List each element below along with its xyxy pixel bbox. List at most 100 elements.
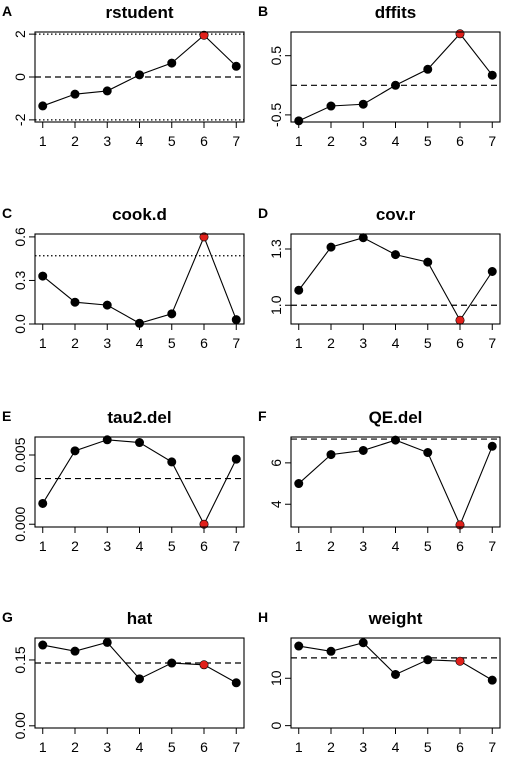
x-tick-label-c-4: 4	[136, 335, 144, 351]
x-tick-label-h-1: 1	[295, 739, 303, 755]
data-point-d-7	[487, 266, 497, 276]
x-tick-label-g-3: 3	[103, 739, 111, 755]
x-tick-label-a-1: 1	[39, 133, 47, 149]
y-tick-label-b-0: -0.5	[268, 103, 284, 127]
x-tick-label-h-6: 6	[456, 739, 464, 755]
data-point-h-5	[423, 655, 433, 665]
panel-title-a: rstudent	[106, 3, 174, 22]
data-point-e-2	[70, 446, 80, 456]
x-tick-label-d-2: 2	[327, 335, 335, 351]
data-point-a-5	[167, 58, 177, 68]
x-tick-label-f-6: 6	[456, 538, 464, 554]
x-tick-label-d-6: 6	[456, 335, 464, 351]
data-point-g-1	[38, 640, 48, 650]
x-tick-label-h-4: 4	[392, 739, 400, 755]
y-tick-label-e-1: 0.005	[12, 437, 28, 472]
x-tick-label-b-2: 2	[327, 133, 335, 149]
data-point-g-3	[102, 637, 112, 647]
x-tick-label-e-6: 6	[200, 538, 208, 554]
x-tick-label-b-1: 1	[295, 133, 303, 149]
data-point-f-5	[423, 448, 433, 458]
highlight-point-c-6	[199, 232, 209, 242]
x-tick-label-f-1: 1	[295, 538, 303, 554]
x-tick-label-e-1: 1	[39, 538, 47, 554]
y-tick-label-c-0: 0.0	[12, 314, 28, 334]
y-tick-label-f-1: 6	[268, 459, 284, 467]
x-tick-label-b-6: 6	[456, 133, 464, 149]
data-point-e-3	[102, 435, 112, 445]
x-tick-label-c-2: 2	[71, 335, 79, 351]
y-tick-label-e-0: 0.000	[12, 507, 28, 542]
data-point-g-4	[135, 674, 145, 684]
y-tick-label-b-1: 0.5	[268, 46, 284, 66]
data-point-f-7	[487, 441, 497, 451]
x-tick-label-a-7: 7	[232, 133, 240, 149]
x-tick-label-a-4: 4	[136, 133, 144, 149]
data-point-f-3	[358, 445, 368, 455]
data-point-f-2	[326, 450, 336, 460]
y-tick-label-c-1: 0.3	[12, 271, 28, 291]
x-tick-label-g-1: 1	[39, 739, 47, 755]
panel-letter-a: A	[2, 3, 12, 19]
data-point-e-1	[38, 498, 48, 508]
panel-title-d: cov.r	[376, 205, 416, 224]
x-tick-label-c-6: 6	[200, 335, 208, 351]
panel-title-g: hat	[127, 609, 153, 628]
highlight-point-d-6	[455, 315, 465, 325]
panel-f: F QE.del 1 2 3 4 5 6 7 4 6	[258, 408, 501, 554]
data-point-c-3	[102, 300, 112, 310]
data-point-g-7	[231, 678, 241, 688]
x-tick-label-c-5: 5	[168, 335, 176, 351]
y-tick-label-a-2: 2	[12, 30, 28, 38]
x-tick-label-d-1: 1	[295, 335, 303, 351]
panel-letter-b: B	[258, 3, 268, 19]
panel-title-b: dffits	[375, 3, 417, 22]
data-point-a-3	[102, 86, 112, 96]
x-tick-label-e-4: 4	[136, 538, 144, 554]
data-point-c-7	[231, 315, 241, 325]
x-tick-label-d-3: 3	[359, 335, 367, 351]
panel-letter-c: C	[2, 205, 12, 221]
x-tick-label-a-5: 5	[168, 133, 176, 149]
data-point-b-2	[326, 101, 336, 111]
panel-letter-d: D	[258, 205, 268, 221]
data-point-h-3	[358, 638, 368, 648]
panel-letter-e: E	[2, 408, 11, 424]
data-point-h-1	[294, 641, 304, 651]
x-tick-label-g-5: 5	[168, 739, 176, 755]
x-tick-label-e-3: 3	[103, 538, 111, 554]
data-point-f-4	[390, 435, 400, 445]
data-point-f-1	[294, 479, 304, 489]
panel-letter-f: F	[258, 408, 267, 424]
panel-letter-g: G	[2, 609, 13, 625]
x-tick-label-h-5: 5	[424, 739, 432, 755]
data-point-b-7	[487, 70, 497, 80]
data-point-h-4	[390, 669, 400, 679]
x-tick-label-e-5: 5	[168, 538, 176, 554]
x-tick-label-f-5: 5	[424, 538, 432, 554]
y-tick-label-g-1: 0.15	[12, 646, 28, 673]
highlight-point-g-6	[199, 660, 209, 670]
x-tick-label-f-7: 7	[488, 538, 496, 554]
data-point-c-1	[38, 271, 48, 281]
highlight-point-h-6	[455, 656, 465, 666]
data-point-h-7	[487, 675, 497, 685]
data-point-a-7	[231, 61, 241, 71]
data-point-d-1	[294, 285, 304, 295]
x-tick-label-b-3: 3	[359, 133, 367, 149]
panel-title-c: cook.d	[112, 205, 167, 224]
x-tick-label-f-4: 4	[392, 538, 400, 554]
x-tick-label-h-7: 7	[488, 739, 496, 755]
highlight-point-a-6	[199, 30, 209, 40]
x-tick-label-e-7: 7	[232, 538, 240, 554]
x-tick-label-f-3: 3	[359, 538, 367, 554]
y-tick-label-a-1: 0	[12, 73, 28, 81]
x-tick-label-c-1: 1	[39, 335, 47, 351]
data-point-e-5	[167, 457, 177, 467]
x-tick-label-d-5: 5	[424, 335, 432, 351]
x-tick-label-a-6: 6	[200, 133, 208, 149]
data-point-g-5	[167, 658, 177, 668]
